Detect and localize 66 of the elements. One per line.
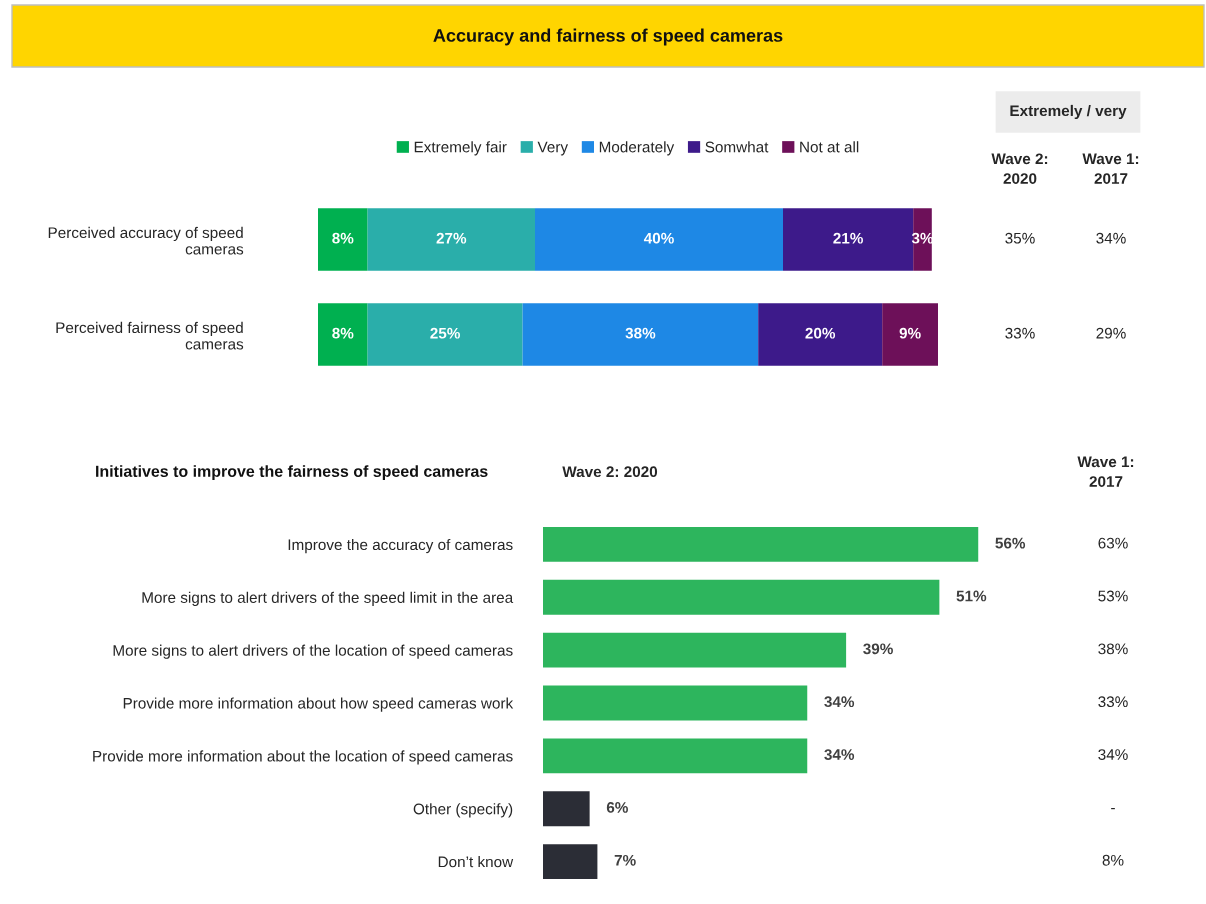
category-label: Don’t know xyxy=(438,856,514,868)
data-label: 27% xyxy=(436,232,467,244)
text: 34% xyxy=(1096,232,1126,244)
bar xyxy=(543,791,590,827)
text: Wave 1: 2017 xyxy=(1082,153,1139,184)
bar xyxy=(543,844,598,880)
data-label: 40% xyxy=(643,232,674,244)
bar xyxy=(367,303,523,366)
data-label: 3% xyxy=(911,232,934,244)
legend-label: Not at all xyxy=(800,141,859,153)
data-label: 8% xyxy=(332,327,354,339)
bar xyxy=(522,303,759,366)
data-label: 6% xyxy=(606,802,628,813)
text: 34% xyxy=(1098,749,1128,760)
text: Wave 2: 2020 xyxy=(991,153,1048,184)
text: - xyxy=(1111,808,1115,810)
text: 29% xyxy=(1096,327,1126,339)
text: 35% xyxy=(1005,232,1035,244)
legend-label: Extremely fair xyxy=(414,141,507,156)
data-label: 9% xyxy=(899,327,921,339)
bar xyxy=(882,303,938,366)
data-label: 8% xyxy=(332,232,354,244)
bar xyxy=(318,208,368,271)
category-label: Perceived fairness of speed cameras xyxy=(56,321,244,350)
legend-label: Moderately xyxy=(599,141,675,156)
text: 33% xyxy=(1098,696,1128,708)
bar xyxy=(543,738,808,774)
text: 33% xyxy=(1005,327,1035,339)
data-label: 20% xyxy=(805,327,836,339)
category-label: Perceived accuracy of speed cameras xyxy=(48,226,244,255)
chart-title: Accuracy and fairness of speed cameras xyxy=(433,28,783,46)
bar xyxy=(543,632,847,668)
data-label: 21% xyxy=(833,232,863,244)
bar xyxy=(535,208,783,271)
bar xyxy=(543,685,808,721)
legend-label: Somwhat xyxy=(705,141,769,153)
category-label: More signs to alert drivers of the speed limit in the area xyxy=(142,591,514,606)
bar xyxy=(758,303,883,366)
text: Initiatives to improve the fairness of speed cameras xyxy=(96,465,488,481)
bar xyxy=(543,526,979,562)
data-label: 34% xyxy=(824,749,855,760)
data-label: 34% xyxy=(824,696,855,708)
data-label: 38% xyxy=(625,327,656,339)
data-label: 25% xyxy=(430,327,460,339)
text: 8% xyxy=(1102,854,1124,866)
bar xyxy=(318,303,368,366)
data-label: 39% xyxy=(863,643,893,655)
bar xyxy=(367,208,535,271)
data-label: 51% xyxy=(956,590,987,602)
text: 53% xyxy=(1098,590,1128,602)
category-label: Provide more information about the location of speed cameras xyxy=(93,750,513,765)
data-label: 7% xyxy=(614,854,636,866)
category-label: More signs to alert drivers of the location of speed cameras xyxy=(113,644,513,659)
bar xyxy=(543,579,940,615)
data-label: 56% xyxy=(995,537,1026,549)
text: 38% xyxy=(1098,643,1128,655)
text: 63% xyxy=(1098,537,1128,549)
chart-subtitle: Wave 2: 2020 xyxy=(562,466,658,478)
text: Extremely / very xyxy=(1010,104,1127,120)
bar xyxy=(783,208,914,271)
legend-label: Very xyxy=(537,141,569,156)
bar xyxy=(913,208,932,271)
category-label: Improve the accuracy of cameras xyxy=(288,538,513,554)
text: Wave 1: 2017 xyxy=(1077,456,1134,487)
category-label: Provide more information about how speed cameras work xyxy=(123,697,514,712)
category-label: Other (specify) xyxy=(413,803,513,818)
